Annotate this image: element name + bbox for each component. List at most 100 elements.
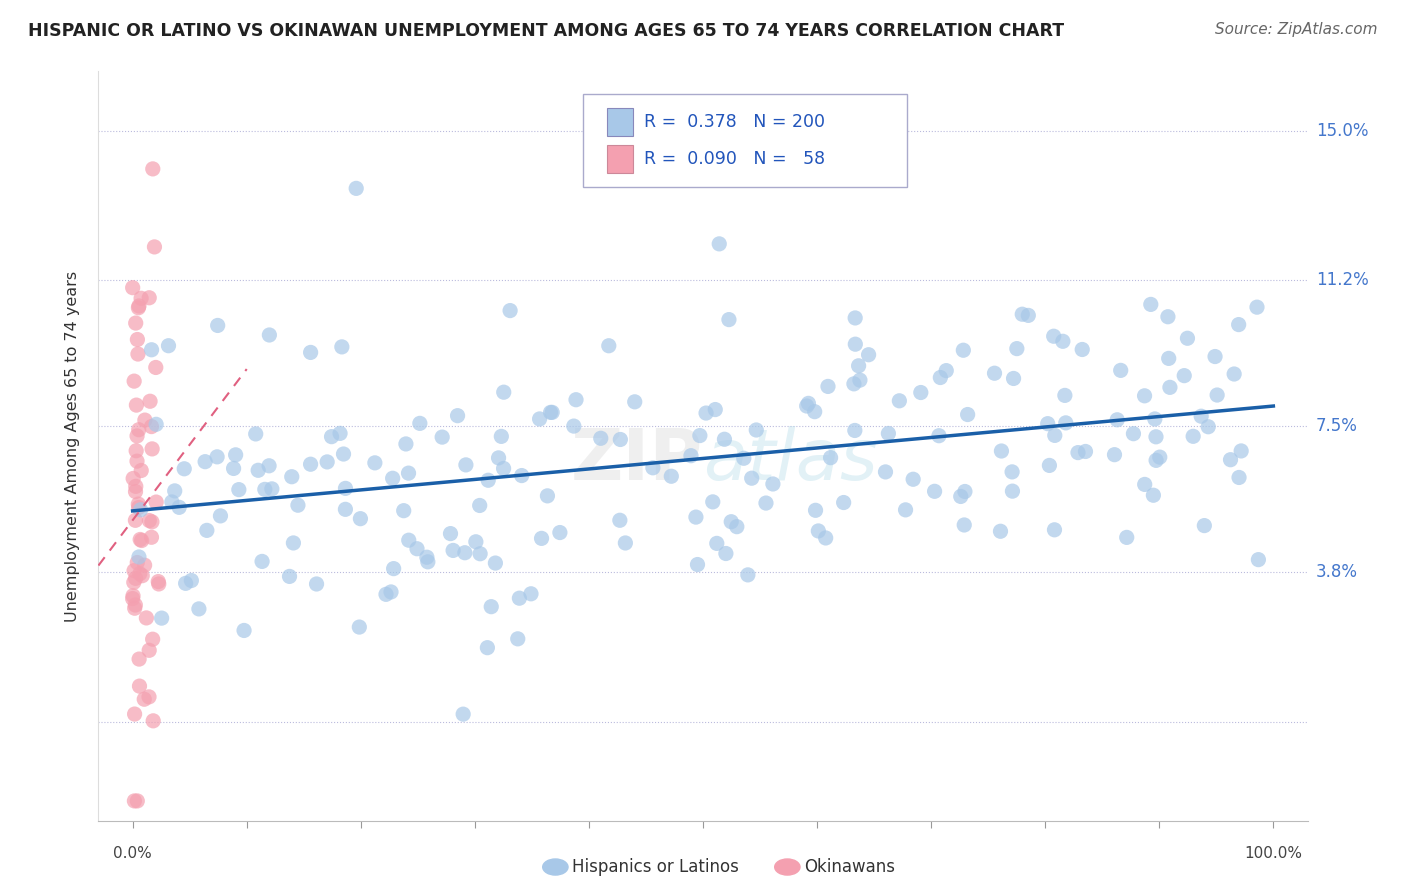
Point <box>832 495 855 509</box>
Point <box>1182 429 1205 443</box>
Point <box>928 428 950 442</box>
Point <box>499 303 522 318</box>
Point <box>464 534 486 549</box>
Point <box>129 503 152 517</box>
Point <box>755 496 778 510</box>
Point <box>1053 388 1076 402</box>
Point <box>128 299 150 313</box>
Point <box>150 611 173 625</box>
Point <box>225 448 247 462</box>
Point <box>127 556 149 570</box>
Point <box>124 484 146 499</box>
Point <box>129 463 152 477</box>
Point <box>803 404 825 418</box>
Point <box>953 484 976 499</box>
Point <box>409 417 432 431</box>
Point <box>454 458 477 472</box>
Point <box>695 406 717 420</box>
Point <box>536 489 558 503</box>
Point <box>641 460 664 475</box>
Point <box>329 426 352 441</box>
Point <box>143 240 166 254</box>
Point <box>135 611 157 625</box>
Point <box>330 340 353 354</box>
Point <box>714 547 737 561</box>
Point <box>381 471 404 485</box>
Point <box>844 337 866 351</box>
Point <box>679 449 702 463</box>
Text: R =  0.378   N = 200: R = 0.378 N = 200 <box>644 113 825 131</box>
Point <box>820 450 842 465</box>
Point <box>259 328 281 343</box>
Point <box>157 339 180 353</box>
Point <box>454 546 477 560</box>
Point <box>398 533 420 548</box>
Point <box>160 495 183 509</box>
Point <box>858 348 880 362</box>
Text: 11.2%: 11.2% <box>1316 271 1368 289</box>
Text: 3.8%: 3.8% <box>1316 563 1358 582</box>
Text: Okinawans: Okinawans <box>804 858 896 876</box>
Point <box>439 526 461 541</box>
Point <box>745 423 768 437</box>
Point <box>141 530 163 544</box>
Point <box>1230 444 1253 458</box>
Point <box>1223 367 1246 381</box>
Point <box>935 363 957 377</box>
Point <box>349 620 371 634</box>
Point <box>842 376 865 391</box>
Point <box>145 495 167 509</box>
Point <box>956 408 979 422</box>
Point <box>990 524 1012 539</box>
Point <box>138 291 160 305</box>
Point <box>929 370 952 384</box>
Point <box>125 443 148 458</box>
Point <box>316 455 339 469</box>
Point <box>725 519 748 533</box>
Point <box>797 396 820 410</box>
Point <box>205 450 228 464</box>
Text: 15.0%: 15.0% <box>1316 121 1368 139</box>
Point <box>392 503 415 517</box>
Point <box>1122 426 1144 441</box>
Point <box>609 513 631 527</box>
Point <box>894 503 917 517</box>
Text: 0.0%: 0.0% <box>114 846 152 861</box>
Point <box>1052 334 1074 349</box>
Point <box>844 310 866 325</box>
Point <box>142 161 165 176</box>
Point <box>451 707 474 722</box>
Point <box>541 405 564 419</box>
Point <box>1157 351 1180 366</box>
Point <box>952 343 974 358</box>
Text: HISPANIC OR LATINO VS OKINAWAN UNEMPLOYMENT AMONG AGES 65 TO 74 YEARS CORRELATIO: HISPANIC OR LATINO VS OKINAWAN UNEMPLOYM… <box>28 22 1064 40</box>
Point <box>949 490 972 504</box>
Point <box>122 575 145 590</box>
Point <box>299 457 322 471</box>
Point <box>1247 552 1270 566</box>
Text: ZIP: ZIP <box>571 426 703 495</box>
Point <box>685 510 707 524</box>
Point <box>598 339 620 353</box>
Point <box>382 561 405 575</box>
Point <box>141 442 163 456</box>
Point <box>1227 318 1250 332</box>
Point <box>506 632 529 646</box>
Point <box>305 577 328 591</box>
Point <box>245 426 267 441</box>
Point <box>195 524 218 538</box>
Point <box>1219 452 1241 467</box>
Point <box>1189 409 1212 424</box>
Point <box>983 366 1005 380</box>
Point <box>877 426 900 441</box>
Point <box>207 318 229 333</box>
Point <box>122 471 145 485</box>
Point <box>924 484 946 499</box>
Point <box>623 394 645 409</box>
Point <box>375 587 398 601</box>
Point <box>187 602 209 616</box>
Text: R =  0.090   N =   58: R = 0.090 N = 58 <box>644 150 825 168</box>
Point <box>138 643 160 657</box>
Point <box>131 568 153 582</box>
Point <box>163 483 186 498</box>
